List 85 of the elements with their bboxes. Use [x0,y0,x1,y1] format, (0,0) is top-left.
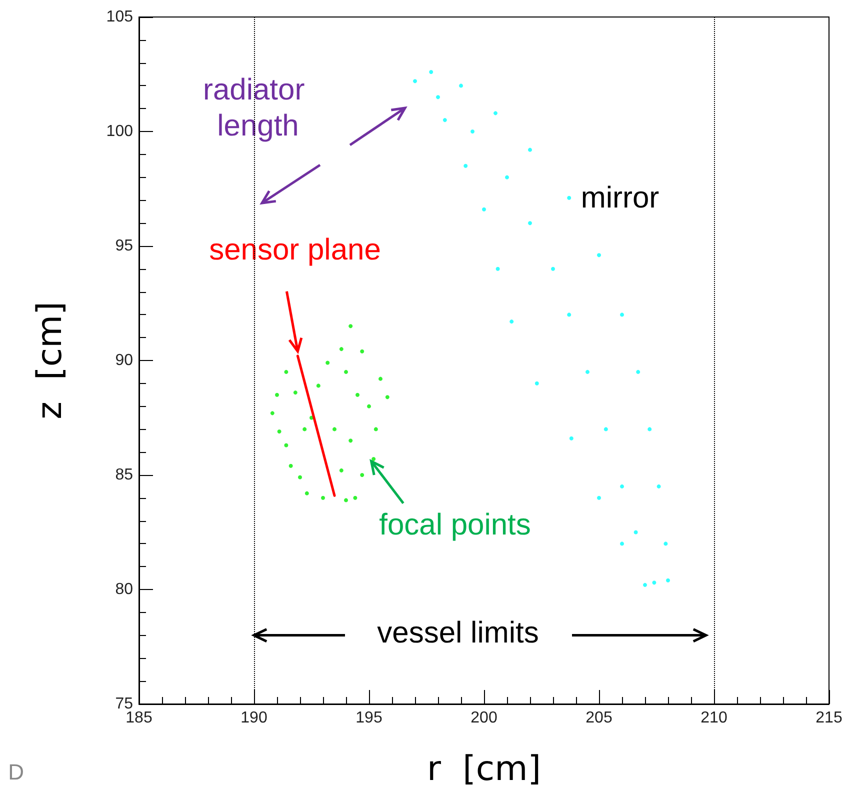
y-axis-title: z [cm] [30,302,70,420]
point [360,473,364,477]
point [567,312,572,317]
y-tick-label: 75 [115,696,134,712]
y-tick-label: 80 [115,581,134,598]
y-tick-label: 95 [115,238,134,254]
point [470,130,474,134]
point [528,221,532,226]
point [367,404,371,408]
point [620,484,624,488]
point [353,496,358,500]
point [482,207,486,212]
point [494,111,498,116]
point [284,370,288,374]
point [666,578,670,582]
point [277,429,282,434]
point [413,79,417,84]
point [634,530,638,534]
x-tick-label: 210 [700,710,728,726]
point [429,70,434,74]
y-tick-label: 85 [115,466,134,484]
point [652,580,656,585]
point [620,312,624,317]
point [464,164,468,168]
point [664,542,668,546]
point [597,496,601,500]
x-tick-label: 190 [240,710,268,726]
point [648,427,652,432]
point [344,498,348,502]
point [326,360,330,365]
text: D [8,760,24,784]
x-tick-label: 195 [356,710,382,726]
x-tick-label: 185 [126,710,152,726]
point [270,411,274,416]
y-tick-label: 100 [106,123,134,140]
point [459,84,463,88]
annotation: vessel limits [377,616,539,650]
point [636,370,640,374]
point [321,496,325,500]
point [510,320,514,324]
point [284,443,288,448]
point [344,370,348,374]
point [551,266,555,271]
point [298,475,302,480]
point [442,118,447,122]
point [302,427,307,432]
point [332,427,336,432]
point [378,376,382,381]
point [348,438,353,443]
point [304,491,309,496]
point [604,427,608,432]
point [567,196,572,200]
point [356,392,360,397]
y-tick-label: 105 [106,8,134,26]
point [656,484,661,488]
point [569,436,574,440]
point [597,253,601,258]
point [586,370,590,374]
annotation: mirror [580,182,660,214]
point [496,266,500,271]
point [505,175,509,180]
x-tick-label: 215 [816,710,842,726]
point [275,392,279,397]
annotation: sensor plane [209,234,381,266]
point [385,395,390,400]
point [360,349,364,354]
x-tick-label: 205 [586,710,612,726]
point [534,381,539,386]
point [348,324,353,328]
point [643,582,647,587]
point [339,347,344,352]
annotation: radiator length [202,74,314,142]
x-tick-label: 200 [470,710,498,726]
x-axis-title: r [cm] [427,749,541,789]
point [316,384,320,388]
annotation: focal points [379,508,531,542]
point [436,95,440,100]
point [339,468,344,472]
point [372,456,376,461]
point [293,390,298,395]
point [620,542,624,546]
y-tick-label: 90 [115,352,134,369]
point [288,464,293,468]
point [528,148,532,152]
point [374,427,378,432]
